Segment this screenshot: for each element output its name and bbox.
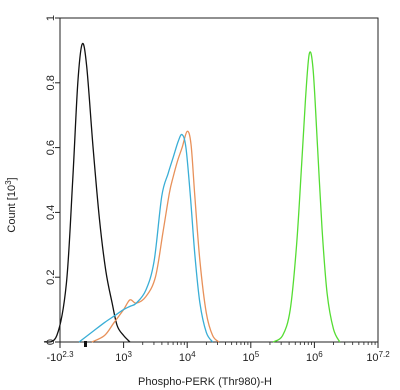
- x-tick-label: 104: [179, 350, 196, 365]
- x-tick-label: 107.2: [366, 350, 390, 365]
- series-line-3: [272, 51, 341, 343]
- y-axis-title: Count [103]: [4, 177, 19, 232]
- x-tick-label: 106: [306, 350, 323, 365]
- x-tick-label: 105: [242, 350, 259, 365]
- plot-frame: [59, 17, 379, 343]
- y-tick-label: 0.4: [45, 205, 57, 220]
- series-line-1: [91, 130, 220, 343]
- y-axis-title-exponent: 3: [4, 180, 13, 185]
- plot-area: 00.20.40.60.81-102.3 103 104 105 106 107.2: [43, 15, 390, 365]
- y-tick-label: 0.8: [45, 75, 57, 90]
- y-tick-label: 0.6: [45, 140, 57, 155]
- y-tick-label: 1: [45, 15, 57, 21]
- x-axis-title: Phospho-PERK (Thr980)-H: [138, 376, 272, 388]
- y-tick-label: 0.2: [45, 270, 57, 285]
- series-line-2: [78, 133, 214, 343]
- series-line-0: [43, 42, 131, 343]
- axis-zero-marker: [84, 341, 87, 347]
- y-axis-title-suffix: ]: [6, 177, 18, 180]
- x-tick-label: 103: [115, 350, 132, 365]
- y-axis-title-main: Count [10: [6, 185, 18, 233]
- x-tick-label: -102.3: [46, 350, 74, 365]
